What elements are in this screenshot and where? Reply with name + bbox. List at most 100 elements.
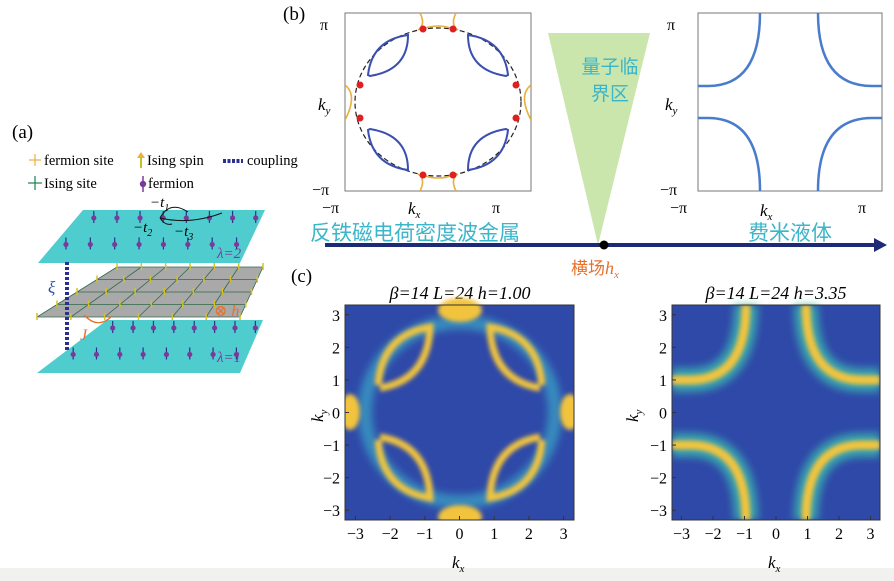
fermion-icon bbox=[63, 241, 69, 248]
y-tick-label: 0 bbox=[332, 406, 340, 423]
y-tick-label: 3 bbox=[332, 308, 340, 325]
x-tick-label: 1 bbox=[490, 526, 498, 543]
fermion-icon bbox=[211, 325, 218, 331]
edge-blobs bbox=[345, 298, 574, 520]
x-axis-label: kx bbox=[408, 199, 421, 221]
quantum-critical-region bbox=[548, 33, 650, 245]
fermion-icon bbox=[209, 241, 215, 248]
panel-b-label: (b) bbox=[283, 4, 305, 25]
fermi-surface-arcs bbox=[672, 304, 880, 520]
heatmap-left-ticks: −3 −3 −2 −2 −1 −1 0 0 1 1 2 2 3 3 bbox=[323, 308, 568, 543]
magnetic-brillouin-zone bbox=[354, 27, 522, 177]
fermion-icon bbox=[171, 325, 177, 331]
hopping-t3: −t3 bbox=[174, 224, 193, 243]
y-tick-label: −3 bbox=[323, 503, 340, 520]
hole-pockets bbox=[366, 33, 510, 172]
panel-a: (a) fermion site Ising spin coupling Isi… bbox=[12, 122, 298, 373]
phase-label-fermi-liquid: 费米液体 bbox=[748, 221, 832, 245]
critical-point bbox=[599, 240, 609, 250]
spectral-heatmap-h3: −3 −3 −2 −2 −1 −1 0 0 1 1 2 2 3 3 kx ky bbox=[623, 304, 881, 575]
fermion-icon bbox=[233, 241, 240, 248]
fermion-icon bbox=[137, 215, 143, 221]
fermion-icon bbox=[191, 325, 197, 331]
fermion-icon bbox=[233, 351, 239, 358]
y-tick-label: 2 bbox=[659, 340, 667, 357]
y-tick-label: 2 bbox=[332, 340, 340, 357]
layer-label-bottom: λ=1 bbox=[216, 350, 241, 366]
x-tick-label: 1 bbox=[804, 526, 812, 543]
x-tick-label: 2 bbox=[835, 526, 843, 543]
x-tick-label: 3 bbox=[560, 526, 568, 543]
transverse-field-label: ⊗ h bbox=[214, 303, 239, 320]
fermion-icon bbox=[252, 325, 258, 331]
ising-spin-icon bbox=[137, 152, 145, 168]
y-tick-top: π bbox=[667, 17, 675, 34]
fermion-site-icon bbox=[29, 154, 41, 166]
fermion-icon bbox=[210, 351, 216, 358]
y-tick-label: −1 bbox=[650, 438, 667, 455]
fermion-icon bbox=[183, 215, 189, 221]
x-tick-label: −3 bbox=[673, 526, 690, 543]
fermion-icon bbox=[114, 215, 120, 221]
y-axis-label: ky bbox=[665, 95, 678, 117]
x-tick-label: −2 bbox=[382, 526, 399, 543]
x-axis-label: kx bbox=[768, 553, 781, 575]
fermion-icon bbox=[185, 241, 191, 248]
transverse-field-axis-label: 横场hx bbox=[571, 258, 619, 281]
x-tick-label: −2 bbox=[704, 526, 721, 543]
plot-frame bbox=[697, 12, 883, 192]
legend-coupling: coupling bbox=[247, 153, 298, 169]
plot-frame bbox=[344, 12, 532, 192]
y-tick-label: −2 bbox=[650, 471, 667, 488]
heatmap-background bbox=[672, 305, 880, 520]
fermion-icon bbox=[136, 241, 142, 248]
fermion-icon bbox=[140, 351, 146, 358]
fermion-icon bbox=[150, 325, 157, 331]
x-tick-left: −π bbox=[322, 200, 339, 217]
y-tick-bottom: −π bbox=[312, 182, 329, 199]
axis-arrow-icon bbox=[874, 238, 887, 252]
x-tick-right: π bbox=[492, 200, 500, 217]
panel-a-label: (a) bbox=[12, 122, 33, 143]
fermion-layer-bottom bbox=[37, 320, 263, 373]
x-tick-label: 2 bbox=[525, 526, 533, 543]
heatmap-background bbox=[345, 305, 574, 520]
x-tick-left: −π bbox=[670, 200, 687, 217]
fermion-icon bbox=[93, 351, 100, 358]
y-tick-top: π bbox=[320, 17, 328, 34]
legend: fermion site Ising spin coupling Ising s… bbox=[28, 152, 298, 192]
fermion-icon bbox=[110, 325, 116, 331]
y-tick-label: −2 bbox=[323, 471, 340, 488]
heatmap-right-title: β=14 L=24 h=3.35 bbox=[705, 283, 847, 303]
ising-site-icon bbox=[28, 176, 42, 190]
x-tick-label: −3 bbox=[347, 526, 364, 543]
bottom-strip bbox=[0, 568, 894, 581]
x-tick-label: −1 bbox=[736, 526, 753, 543]
hopping-t2: −t2 bbox=[133, 220, 152, 239]
fermion-icon bbox=[91, 215, 97, 221]
fermion-icon bbox=[163, 351, 170, 358]
y-tick-label: 0 bbox=[659, 406, 667, 423]
legend-fermion: fermion bbox=[148, 176, 195, 192]
hot-spots bbox=[356, 25, 520, 179]
y-tick-label: 1 bbox=[659, 373, 667, 390]
legend-fermion-site: fermion site bbox=[44, 153, 114, 169]
heatmap-left-title: β=14 L=24 h=1.00 bbox=[389, 283, 531, 303]
x-tick-label: 0 bbox=[772, 526, 780, 543]
fermion-icon bbox=[139, 176, 147, 192]
x-tick-label: 3 bbox=[867, 526, 875, 543]
legend-ising-site: Ising site bbox=[44, 176, 97, 192]
fermi-surface-cdw-plot: π −π −π π kx ky bbox=[312, 12, 532, 221]
ising-grid bbox=[36, 263, 264, 320]
fermion-icon bbox=[187, 351, 193, 358]
fermion-icon bbox=[160, 241, 167, 248]
layer-label-top: λ=2 bbox=[216, 246, 242, 262]
xi-label: ξ bbox=[48, 278, 56, 297]
fermions-bottom bbox=[70, 320, 258, 360]
fermion-icon bbox=[117, 351, 123, 358]
fermion-icon bbox=[229, 215, 236, 221]
spectral-heatmap-h1: −3 −3 −2 −2 −1 −1 0 0 1 1 2 2 3 3 kx ky bbox=[308, 298, 575, 575]
x-axis-label: kx bbox=[760, 201, 773, 223]
